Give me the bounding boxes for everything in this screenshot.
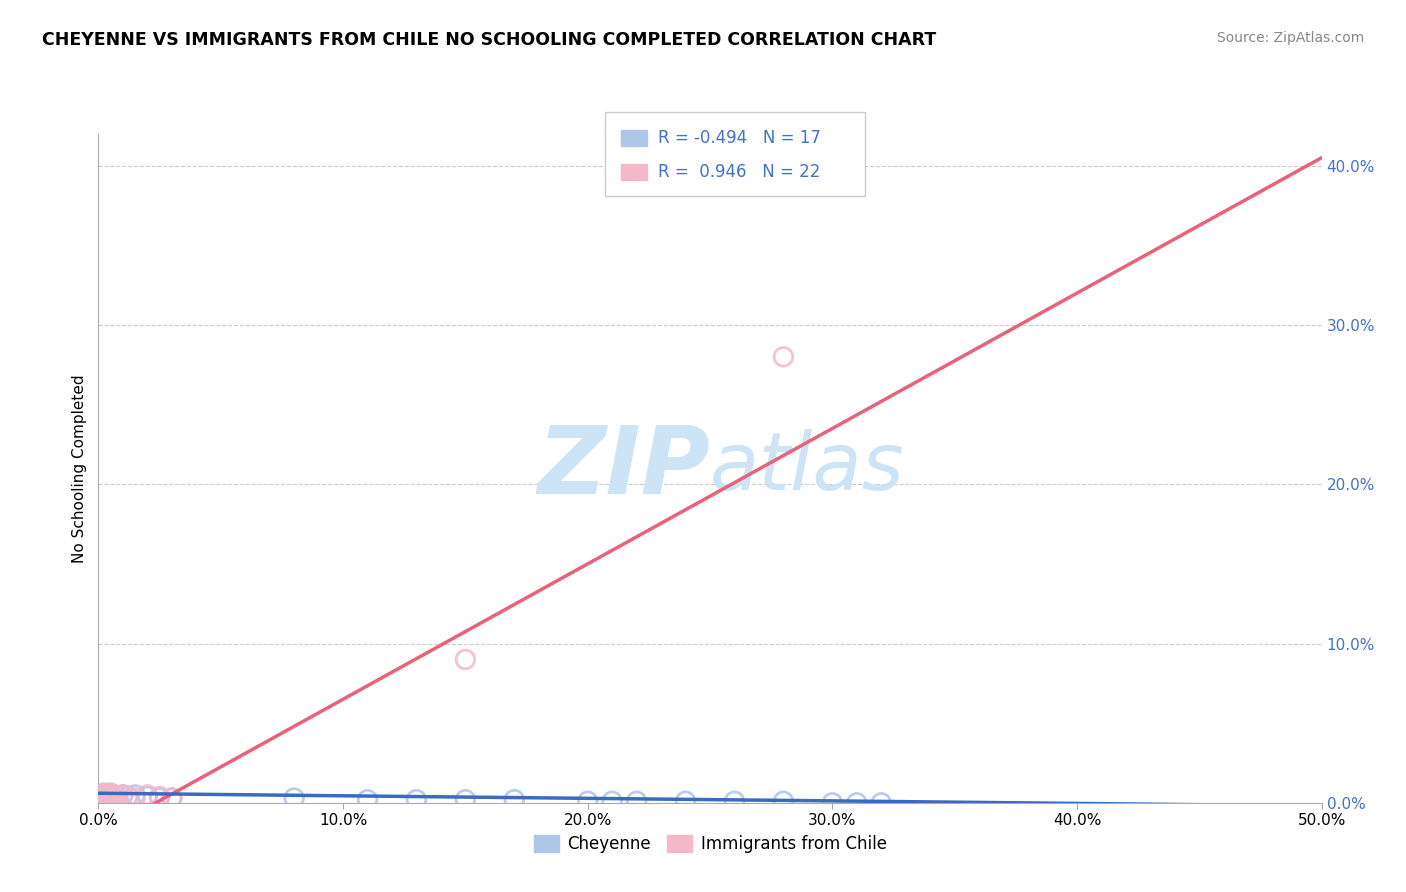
Point bbox=[94, 791, 117, 805]
Point bbox=[104, 789, 127, 804]
Text: atlas: atlas bbox=[710, 429, 905, 508]
Point bbox=[111, 788, 134, 802]
Point bbox=[94, 788, 117, 802]
Point bbox=[90, 789, 112, 804]
Point bbox=[845, 796, 868, 810]
Text: CHEYENNE VS IMMIGRANTS FROM CHILE NO SCHOOLING COMPLETED CORRELATION CHART: CHEYENNE VS IMMIGRANTS FROM CHILE NO SCH… bbox=[42, 31, 936, 49]
Point bbox=[772, 794, 794, 808]
Point bbox=[600, 794, 623, 808]
Point bbox=[100, 791, 122, 805]
Point bbox=[107, 791, 129, 805]
Point bbox=[91, 786, 114, 800]
Point bbox=[94, 789, 117, 804]
Point bbox=[97, 791, 120, 805]
Y-axis label: No Schooling Completed: No Schooling Completed bbox=[72, 374, 87, 563]
Point bbox=[356, 792, 378, 806]
Point bbox=[107, 791, 129, 805]
Point bbox=[160, 791, 183, 805]
Point bbox=[675, 794, 697, 808]
Text: R = -0.494   N = 17: R = -0.494 N = 17 bbox=[658, 129, 821, 147]
Point bbox=[100, 786, 122, 800]
Point bbox=[91, 789, 114, 804]
Legend: Cheyenne, Immigrants from Chile: Cheyenne, Immigrants from Chile bbox=[526, 827, 894, 862]
Point bbox=[136, 788, 159, 802]
Point bbox=[149, 791, 172, 805]
Point bbox=[772, 350, 794, 364]
Point bbox=[111, 788, 134, 802]
Point bbox=[136, 789, 159, 804]
Point bbox=[626, 794, 648, 808]
Point bbox=[454, 652, 477, 666]
Point bbox=[101, 788, 124, 802]
Point bbox=[503, 792, 526, 806]
Point bbox=[101, 788, 124, 802]
Point bbox=[124, 788, 146, 802]
Point bbox=[100, 789, 122, 804]
Text: ZIP: ZIP bbox=[537, 422, 710, 515]
Point bbox=[90, 791, 112, 805]
Point bbox=[124, 791, 146, 805]
Point bbox=[91, 788, 114, 802]
Point bbox=[454, 792, 477, 806]
Point bbox=[405, 792, 427, 806]
Text: R =  0.946   N = 22: R = 0.946 N = 22 bbox=[658, 163, 820, 181]
Point bbox=[821, 796, 844, 810]
Point bbox=[723, 794, 745, 808]
Point bbox=[149, 789, 172, 804]
Point bbox=[117, 789, 139, 804]
Point bbox=[576, 794, 599, 808]
Point bbox=[97, 789, 120, 804]
Point bbox=[117, 789, 139, 804]
Point bbox=[160, 791, 183, 805]
Point bbox=[94, 786, 117, 800]
Point bbox=[100, 786, 122, 800]
Point bbox=[104, 789, 127, 804]
Point bbox=[870, 796, 893, 810]
Text: Source: ZipAtlas.com: Source: ZipAtlas.com bbox=[1216, 31, 1364, 45]
Point bbox=[283, 791, 305, 805]
Point bbox=[91, 791, 114, 805]
